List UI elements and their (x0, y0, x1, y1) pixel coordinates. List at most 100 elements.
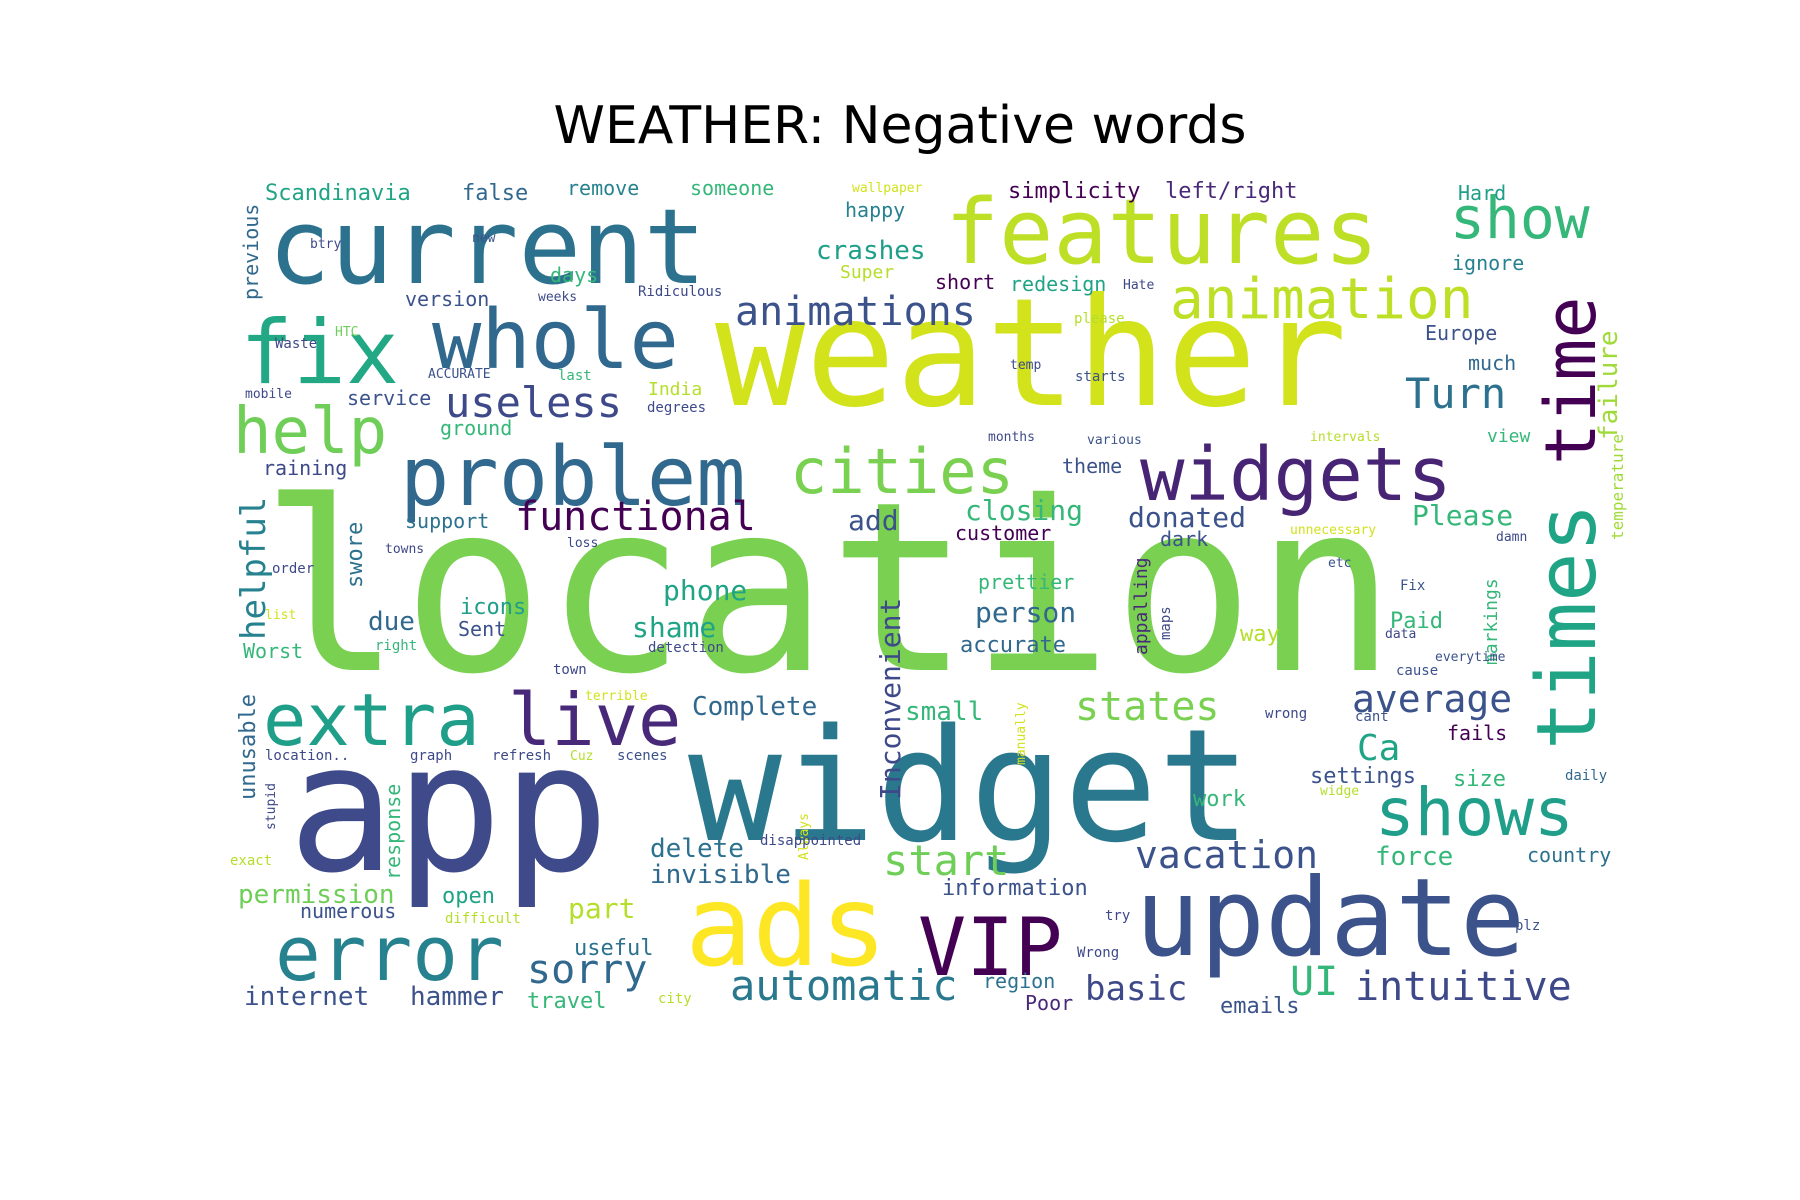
cloud-word: Paid (1390, 609, 1443, 634)
cloud-word: manually (1014, 702, 1029, 765)
cloud-word: left/right (1165, 179, 1297, 204)
cloud-word: Sent (458, 617, 506, 641)
cloud-word: plz (1515, 918, 1540, 934)
cloud-word: Hard (1458, 181, 1506, 205)
cloud-word: invisible (650, 860, 791, 890)
cloud-word: start (883, 836, 1009, 885)
cloud-word: region (983, 969, 1055, 993)
cloud-word: dark (1160, 527, 1208, 551)
cloud-word: functional (515, 494, 756, 540)
cloud-word: cant (1355, 709, 1389, 725)
cloud-word: crashes (816, 236, 926, 266)
cloud-word: terrible (585, 689, 648, 704)
cloud-word: part (568, 892, 635, 925)
cloud-word: Inconvenient (874, 598, 907, 800)
cloud-word: Fix (1400, 578, 1425, 594)
cloud-word: hammer (410, 982, 504, 1012)
cloud-word: useful (574, 936, 653, 961)
cloud-word: scenes (617, 748, 668, 764)
cloud-word: current (268, 186, 706, 308)
cloud-word: damn (1496, 530, 1527, 545)
cloud-word: shame (632, 611, 716, 644)
cloud-word: please (1074, 311, 1125, 327)
cloud-word: states (1075, 684, 1220, 730)
cloud-word: failure (1594, 330, 1624, 440)
cloud-word: work (1193, 787, 1246, 812)
cloud-word: unusable (236, 694, 261, 800)
cloud-word: information (942, 876, 1088, 901)
cloud-word: Please (1412, 499, 1513, 532)
cloud-word: show (1450, 184, 1590, 252)
cloud-word: intervals (1310, 430, 1380, 445)
cloud-word: fails (1447, 721, 1507, 745)
cloud-word: simplicity (1008, 179, 1140, 204)
cloud-word: times (1520, 503, 1615, 750)
cloud-word: basic (1085, 969, 1187, 1009)
cloud-word: etc (1328, 556, 1351, 571)
cloud-word: Hate (1123, 278, 1154, 293)
cloud-word: animations (735, 289, 976, 335)
cloud-word: location.. (265, 748, 349, 764)
cloud-word: support (405, 509, 489, 533)
cloud-word: raining (263, 456, 347, 480)
cloud-word: emails (1220, 994, 1299, 1019)
cloud-word: open (442, 884, 495, 909)
cloud-word: false (462, 181, 528, 206)
cloud-word: weeks (538, 290, 577, 305)
cloud-word: Super (840, 262, 894, 283)
cloud-word: numerous (300, 899, 396, 923)
cloud-word: ignore (1452, 251, 1524, 275)
cloud-word: view (1487, 426, 1531, 447)
cloud-word: maps (1158, 606, 1174, 640)
cloud-word: short (935, 270, 995, 294)
cloud-word: difficult (445, 911, 521, 927)
cloud-word: travel (527, 989, 606, 1014)
cloud-word: location (260, 451, 1397, 726)
cloud-word: automatic (730, 961, 958, 1010)
cloud-word: internet (244, 982, 369, 1012)
cloud-word: swore (343, 522, 368, 588)
cloud-word: previous (239, 204, 263, 300)
cloud-word: markings (1481, 578, 1502, 665)
chart-title: WEATHER: Negative words (553, 96, 1247, 156)
cloud-word: add (848, 504, 899, 537)
cloud-word: remove (567, 176, 639, 200)
cloud-word: app (288, 705, 610, 912)
cloud-word: delete (650, 834, 744, 864)
cloud-word: helpful (234, 497, 274, 640)
cloud-word: happy (845, 198, 905, 222)
cloud-word: order (272, 561, 314, 577)
cloud-word: sorry (527, 947, 647, 993)
cloud-word: useless (445, 378, 622, 427)
cloud-word: animation (1170, 267, 1473, 332)
cloud-word: months (988, 430, 1035, 445)
cloud-word: Complete (692, 692, 817, 722)
cloud-word: refresh (492, 748, 551, 764)
cloud-word: daily (1565, 768, 1607, 784)
cloud-word: theme (1062, 454, 1122, 478)
cloud-word: Ridiculous (638, 284, 722, 300)
cloud-word: size (1453, 767, 1506, 792)
cloud-word: donated (1128, 501, 1246, 534)
cloud-word: weather (715, 267, 1347, 441)
cloud-word: mobile (245, 387, 292, 402)
cloud-word: average (1352, 677, 1512, 721)
cloud-word: phone (663, 574, 747, 607)
cloud-word: shows (1375, 774, 1574, 851)
cloud-word: try (1105, 908, 1130, 924)
cloud-word: error (275, 909, 504, 998)
cloud-word: person (975, 596, 1076, 629)
cloud-word: Cuz (570, 749, 593, 764)
cloud-word: service (347, 386, 431, 410)
cloud-word: Waste (275, 336, 317, 352)
cloud-word: VIP (918, 901, 1063, 994)
cloud-word: Wrong (1077, 945, 1119, 961)
cloud-word: ACCURATE (428, 367, 491, 382)
cloud-word: icons (460, 595, 526, 620)
cloud-word: Poor (1025, 991, 1073, 1015)
cloud-word: small (905, 697, 983, 727)
cloud-word: force (1375, 842, 1453, 872)
cloud-word: help (233, 395, 387, 469)
cloud-word: settings (1310, 764, 1416, 789)
